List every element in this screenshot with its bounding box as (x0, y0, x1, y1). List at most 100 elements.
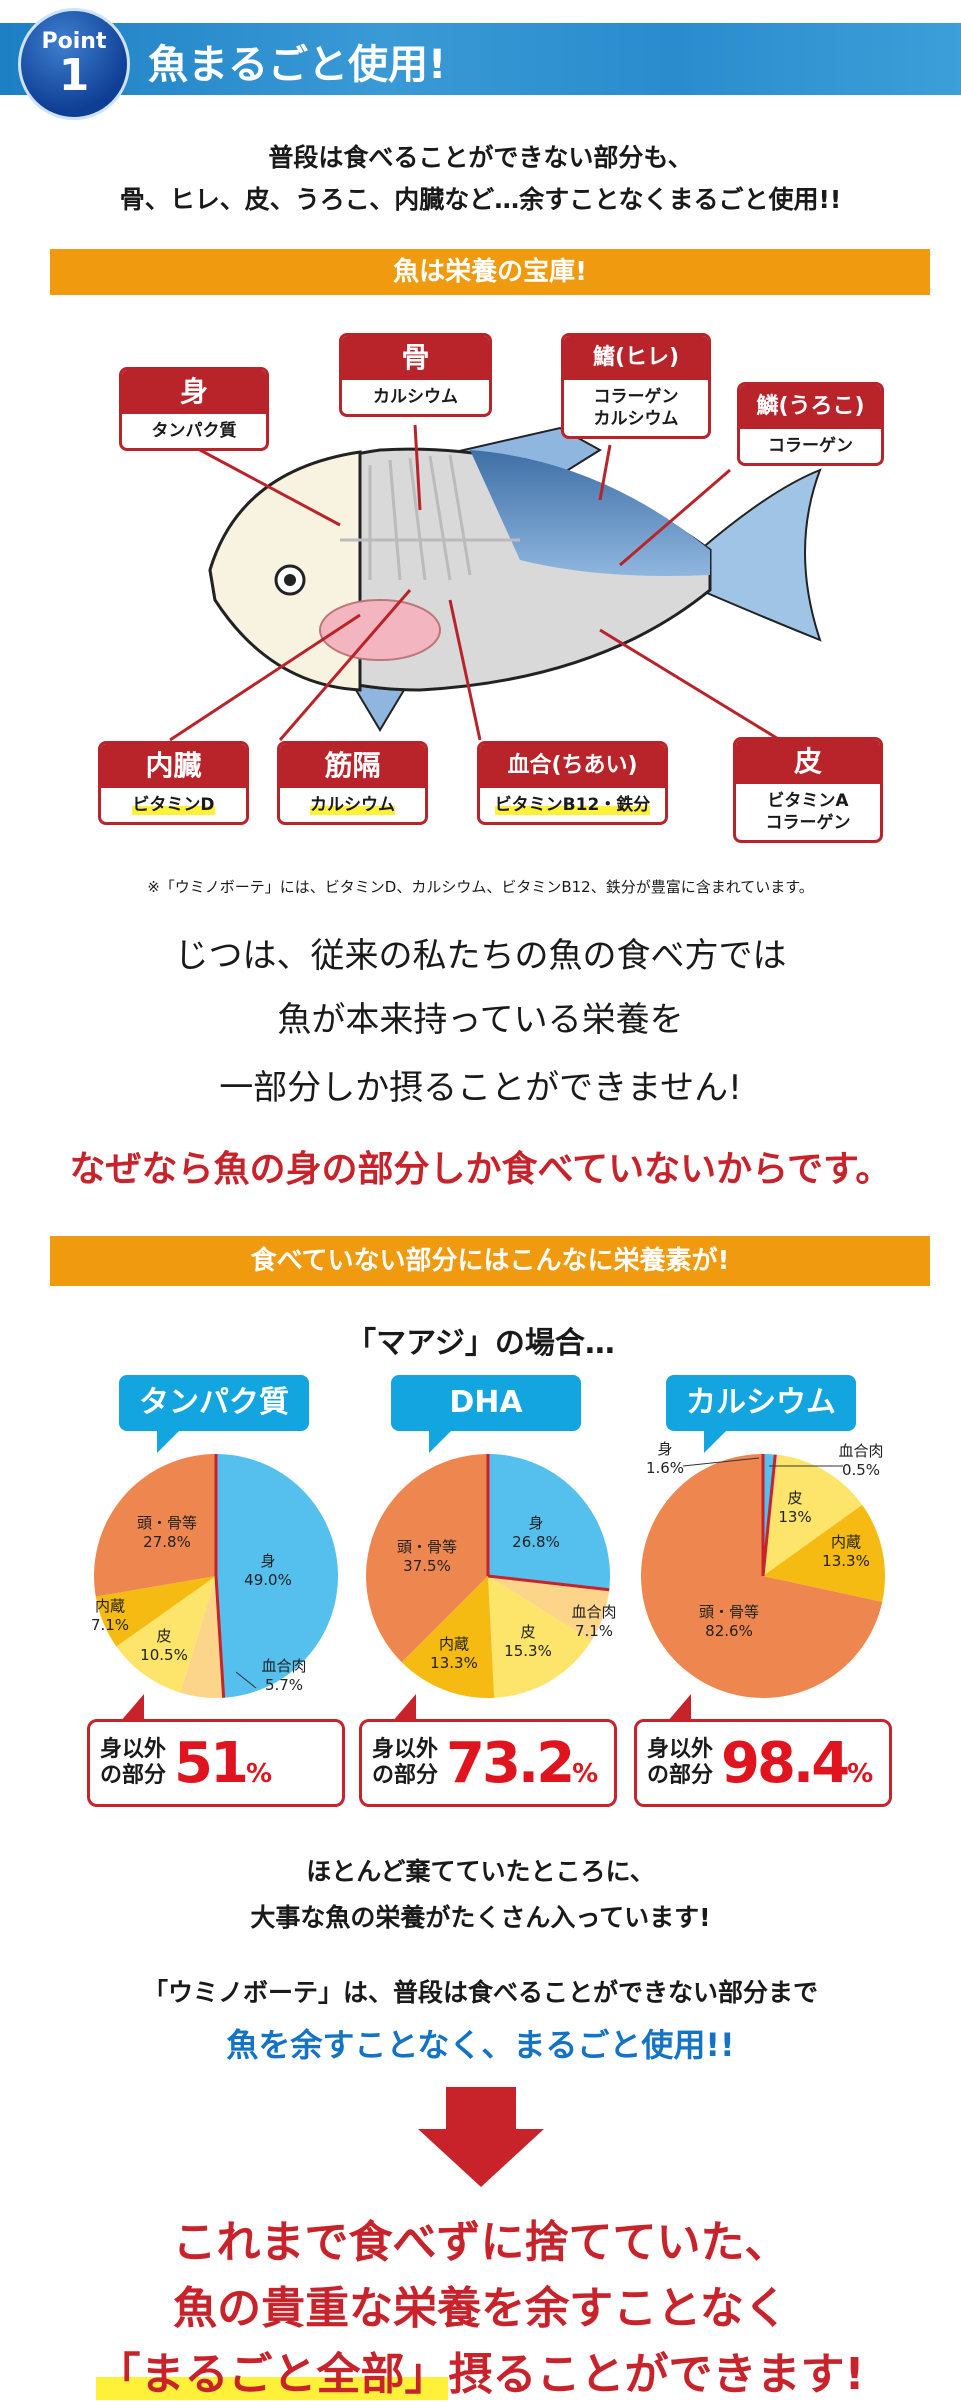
tail-fin (699, 468, 822, 642)
guts (319, 599, 441, 661)
slice-name: 血合肉 (571, 1603, 617, 1621)
pie-label-naizo: 内蔵 7.1% (91, 1597, 129, 1635)
slice-value: 7.1% (90, 1616, 130, 1634)
slice-value: 15.3% (504, 1642, 552, 1660)
pie-slice-mi (488, 1454, 610, 1590)
slice-value: 13% (778, 1508, 812, 1526)
part-label-mi: 身タンパク質 (119, 367, 269, 451)
pie-label-kawa: 皮 10.5% (140, 1627, 188, 1665)
section-title: 魚まるごと使用! (148, 42, 447, 88)
non-meat-value: 51% (174, 1730, 272, 1796)
after-line-2: 大事な魚の栄養がたくさん入っています! (250, 1903, 711, 1932)
vitamin-note: ※「ウミノボーテ」には、ビタミンD、カルシウム、ビタミンB12、鉄分が豊富に含ま… (147, 878, 814, 896)
slice-value: 27.8% (143, 1533, 191, 1551)
reason-red-line: なぜなら魚の身の部分しか食べていないからです。 (69, 1149, 892, 1190)
pie-label-chiai: 血合肉 5.7% (261, 1657, 306, 1695)
slice-name: 血合肉 (838, 1442, 884, 1460)
slice-value: 1.6% (645, 1459, 685, 1477)
part-label-kinkaku: 筋隔 カルシウム (277, 741, 428, 825)
bones (340, 454, 520, 581)
slice-value: 82.6% (705, 1622, 753, 1640)
part-label-uroko: 鱗(うろこ) コラーゲン (737, 382, 884, 466)
part-label-hone: 骨カルシウム (339, 333, 492, 417)
slice-name: 皮 (787, 1489, 803, 1507)
fish-back (470, 450, 710, 576)
whole-highlight: 「まるごと全部」 (96, 2349, 449, 2400)
non-meat-label: 身以外の部分 (100, 1737, 167, 1788)
slice-value: 37.5% (403, 1557, 451, 1575)
pie-chart (366, 1454, 610, 1698)
pie-label-kawa: 皮 15.3% (504, 1623, 552, 1661)
part-label-hire: 鰭(ヒレ) コラーゲン カルシウム (561, 333, 711, 439)
pie-slice-naizo (95, 1576, 216, 1647)
body-line-2: 魚が本来持っている栄養を (277, 1000, 684, 1040)
body-line-3: 一部分しか摂ることができません! (219, 1068, 742, 1108)
pie-label-chiai: 血合肉 7.1% (571, 1603, 616, 1641)
uneaten-parts-banner: 食べていない部分にはこんなに栄養素が! (50, 1236, 930, 1286)
slice-name: 頭・骨等 (136, 1514, 198, 1532)
slice-value: 26.8% (512, 1533, 560, 1551)
pie-label-chiai: 血合肉 0.5% (838, 1442, 883, 1480)
non-meat-label: 身以外の部分 (372, 1737, 439, 1788)
slice-name: 皮 (156, 1627, 172, 1645)
final-line-2: 魚の貴重な栄養を余すことなく (173, 2283, 788, 2334)
part-label-naizo: 内臓 ビタミンD (98, 741, 249, 825)
section-header-banner (0, 23, 961, 95)
slice-value: 13.3% (430, 1654, 478, 1672)
slice-name: 血合肉 (261, 1657, 307, 1675)
pie-label-atama: 頭・骨等 37.5% (397, 1538, 457, 1576)
fish-case-title: 「マアジ」の場合… (346, 1326, 615, 1361)
slice-name: 身 (528, 1514, 544, 1532)
point-label: Point (41, 29, 107, 54)
pie-slice-kawa (488, 1576, 592, 1698)
non-meat-value: 73.2% (446, 1730, 598, 1796)
point-number: 1 (58, 50, 90, 101)
fish-diagram (169, 424, 822, 742)
slice-value: 10.5% (140, 1646, 188, 1664)
pie-divider (487, 1574, 610, 1592)
non-meat-ratio-box: 身以外の部分 51% (87, 1694, 345, 1807)
slice-name: 内蔵 (94, 1597, 126, 1615)
umino-line: 「ウミノボーテ」は、普段は食べることができない部分まで (142, 1978, 818, 2007)
slice-name: 頭・骨等 (396, 1538, 458, 1556)
non-meat-ratio-box: 身以外の部分 73.2% (359, 1694, 617, 1807)
down-arrow-icon (418, 2087, 544, 2187)
intro-line-1: 普段は食べることができない部分も、 (268, 143, 693, 172)
pie-chart (641, 1454, 885, 1698)
pie-label-mi: 身 49.0% (244, 1552, 292, 1590)
slice-value: 0.5% (841, 1461, 881, 1479)
pie-label-kawa: 皮 13% (778, 1489, 811, 1527)
slice-value: 7.1% (574, 1622, 614, 1640)
pie-divider (761, 1454, 777, 1577)
pie-slice-mi (216, 1454, 338, 1698)
label-leader-line (235, 1671, 257, 1689)
part-label-chiai: 血合(ちあい) ビタミンB12・鉄分 (477, 741, 668, 825)
slice-name: 身 (657, 1440, 673, 1458)
point-badge: Point 1 (18, 8, 130, 120)
part-label-kawa: 皮ビタミンA コラーゲン (733, 737, 883, 843)
slice-value: 5.7% (264, 1676, 304, 1694)
pie-slice-naizo (763, 1504, 885, 1602)
chart-title-bubble: タンパク質 (119, 1375, 309, 1453)
pie-label-atama: 頭・骨等 82.6% (699, 1603, 759, 1641)
pie-label-mi: 身 1.6% (646, 1440, 684, 1478)
pie-divider (214, 1575, 226, 1698)
pie-slice-chiai (180, 1576, 224, 1698)
pie-slice-atama (94, 1454, 216, 1597)
pie-slice-chiai (488, 1576, 610, 1641)
slice-name: 内蔵 (830, 1533, 861, 1551)
slice-name: 内蔵 (438, 1635, 469, 1653)
pie-slice-naizo (401, 1576, 495, 1698)
umino-blue-line: 魚を余すことなく、まるごと使用!! (226, 2026, 735, 2064)
body-line-1: じつは、従来の私たちの魚の食べ方では (174, 936, 787, 976)
slice-name: 身 (260, 1552, 276, 1570)
pie-slice-kawa (763, 1455, 863, 1576)
final-line-3-rest: 摂ることができます! (448, 2349, 865, 2400)
pie-slice-atama (366, 1454, 488, 1663)
leader-lines (169, 424, 781, 742)
pie-label-naizo: 内蔵 13.3% (430, 1635, 478, 1673)
pie-label-mi: 身 26.8% (512, 1514, 560, 1552)
final-line-3: 「まるごと全部」摂ることができます! (0, 2338, 961, 2402)
pie-label-naizo: 内蔵 13.3% (822, 1533, 870, 1571)
final-line-1: これまで食べずに捨てていた、 (172, 2217, 789, 2268)
